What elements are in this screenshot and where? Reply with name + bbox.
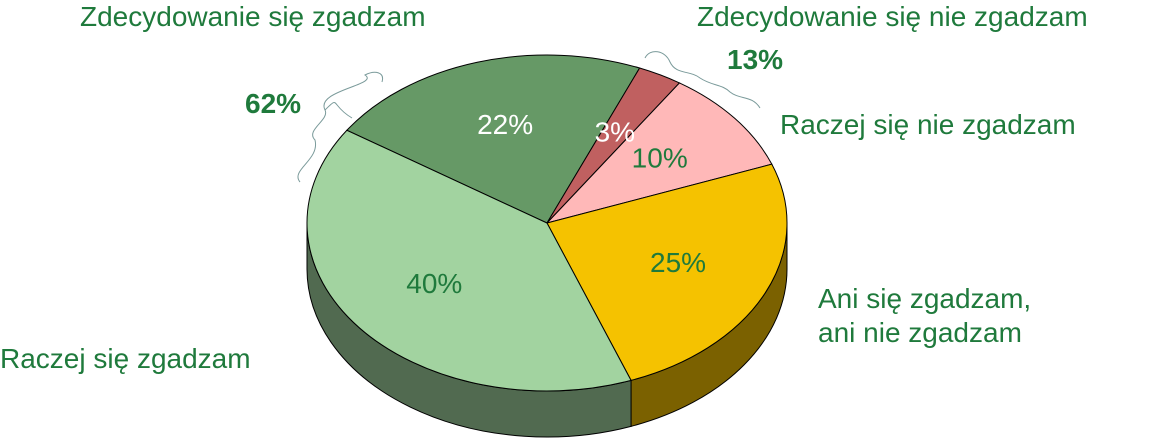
category-label: Zdecydowanie się zgadzam [80, 1, 426, 32]
value-labels: 22% 3%10% 25% 40% [406, 109, 706, 299]
category-label: Raczej się zgadzam [0, 343, 251, 374]
value-label: 3% [595, 116, 635, 147]
slice [545, 82, 773, 224]
slice [306, 129, 632, 392]
value-label: 25% [650, 247, 706, 278]
slice [346, 54, 641, 224]
category-label: Raczej się nie zgadzam [780, 109, 1076, 140]
value-label: 22% [477, 109, 533, 140]
brace-13 [644, 51, 761, 109]
value-label: 10% [632, 143, 688, 174]
group-annotation: 13% [727, 44, 784, 75]
pie-tops [306, 54, 788, 392]
category-label: Ani się zgadzam, ani nie zgadzam [818, 283, 1032, 348]
group-annotation: 62% [245, 88, 302, 119]
category-label: Zdecydowanie się nie zgadzam [697, 1, 1088, 32]
slice [546, 163, 788, 381]
brace-62 [323, 71, 384, 119]
brace-62-lower [297, 109, 327, 183]
value-label: 40% [406, 268, 462, 299]
